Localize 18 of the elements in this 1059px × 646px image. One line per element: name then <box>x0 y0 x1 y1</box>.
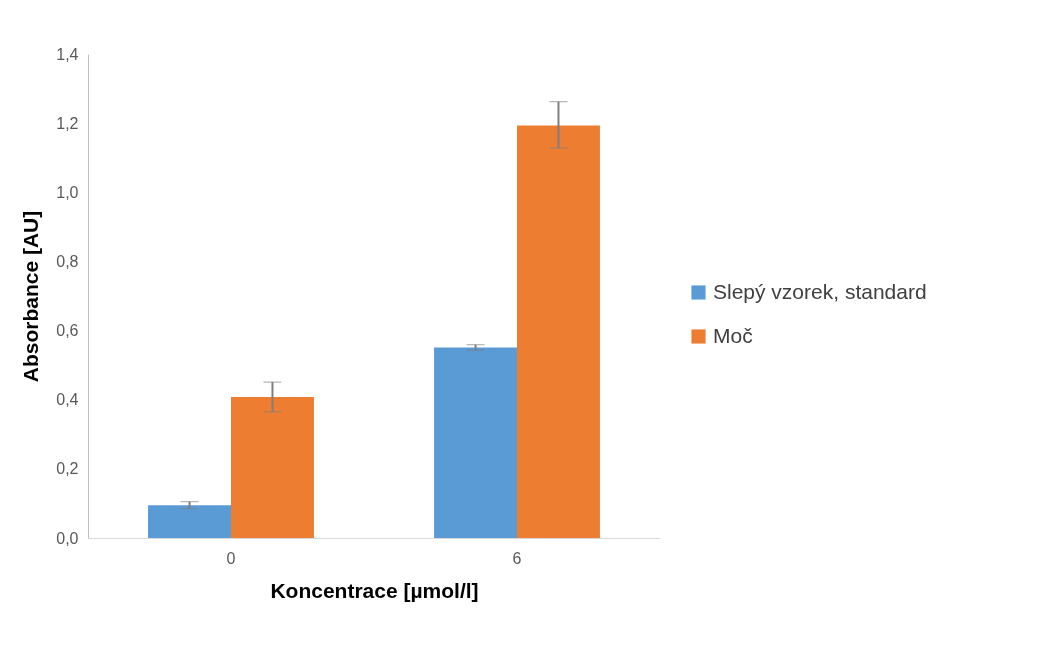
y-tick-label: 1,4 <box>56 45 79 63</box>
y-tick-label: 0,4 <box>56 391 79 409</box>
x-tick-label: 0 <box>226 549 236 567</box>
y-tick-label: 0,0 <box>56 529 79 547</box>
y-tick-label: 1,0 <box>56 183 79 201</box>
y-tick-label: 1,2 <box>56 114 79 132</box>
legend-label: Slepý vzorek, standard <box>713 279 927 303</box>
x-axis-title: Koncentrace [µmol/l] <box>270 578 479 602</box>
bar <box>434 347 517 538</box>
y-tick-label: 0,8 <box>56 252 79 270</box>
bar <box>148 505 231 538</box>
bar <box>517 125 600 538</box>
y-axis-title: Absorbance [AU] <box>19 210 43 383</box>
y-tick-label: 0,2 <box>56 460 79 478</box>
bar <box>231 396 314 538</box>
x-tick-label: 6 <box>512 549 522 567</box>
y-tick-label: 0,6 <box>56 322 79 340</box>
legend-label: Moč <box>713 323 753 347</box>
